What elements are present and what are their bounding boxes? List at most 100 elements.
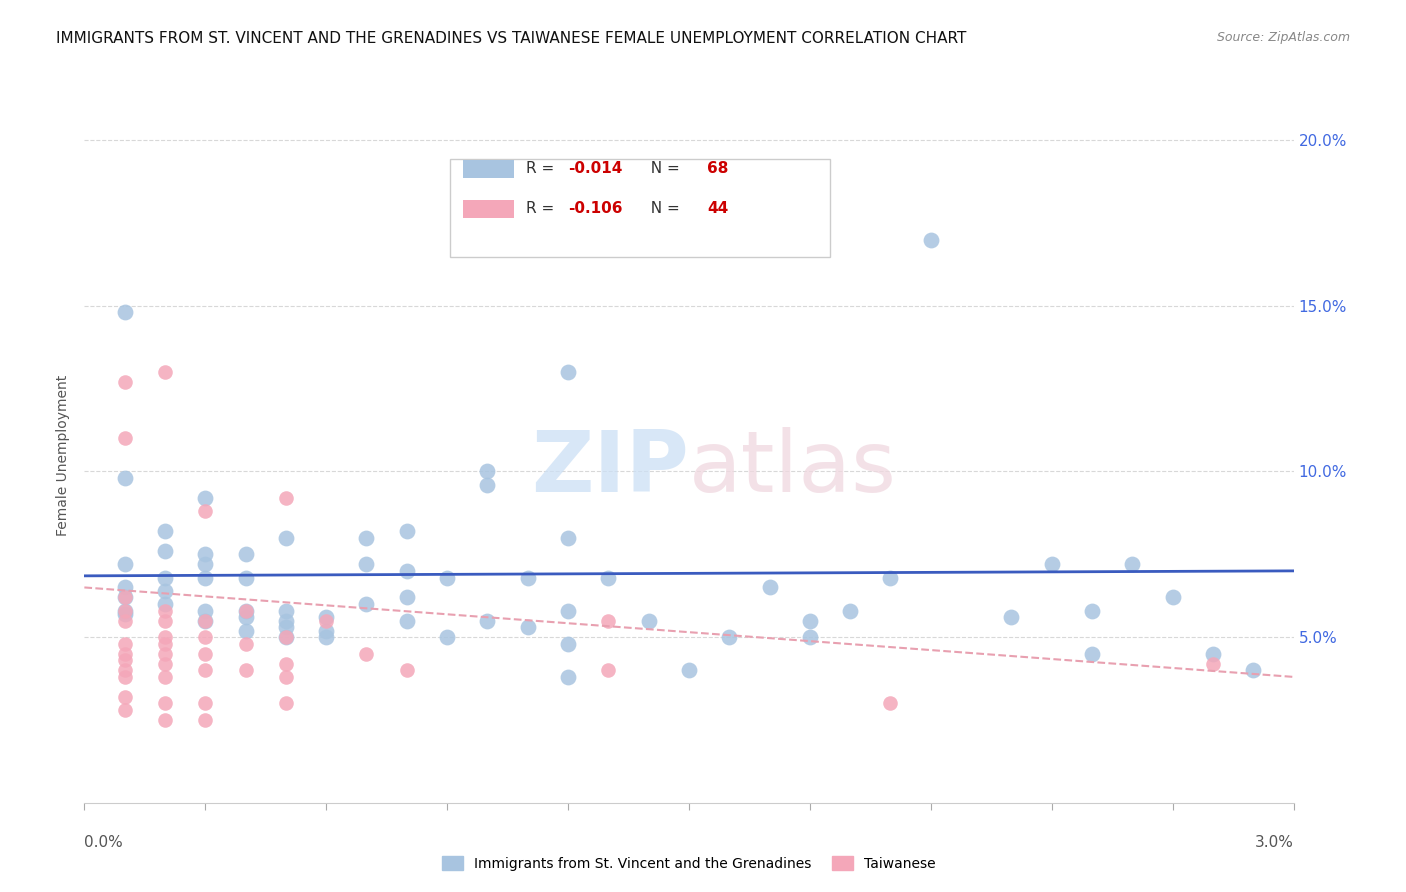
Point bbox=[194, 558, 217, 572]
Text: -0.014: -0.014 bbox=[568, 161, 623, 177]
Point bbox=[678, 663, 700, 677]
Point bbox=[637, 614, 659, 628]
FancyBboxPatch shape bbox=[450, 159, 831, 257]
Point bbox=[718, 630, 741, 644]
Point bbox=[114, 614, 136, 628]
Text: -0.106: -0.106 bbox=[568, 201, 623, 216]
Point bbox=[274, 604, 297, 618]
Point bbox=[557, 531, 579, 545]
Point bbox=[274, 630, 297, 644]
Point bbox=[194, 570, 217, 584]
Point bbox=[153, 365, 176, 379]
Point bbox=[274, 614, 297, 628]
Point bbox=[436, 570, 458, 584]
Point bbox=[1202, 647, 1225, 661]
Point bbox=[114, 604, 136, 618]
Point bbox=[194, 630, 217, 644]
Text: N =: N = bbox=[641, 201, 685, 216]
Point bbox=[1241, 663, 1264, 677]
Point bbox=[799, 630, 821, 644]
Point bbox=[356, 531, 378, 545]
Point bbox=[395, 564, 418, 578]
Point bbox=[274, 697, 297, 711]
Point bbox=[598, 614, 620, 628]
Text: IMMIGRANTS FROM ST. VINCENT AND THE GRENADINES VS TAIWANESE FEMALE UNEMPLOYMENT : IMMIGRANTS FROM ST. VINCENT AND THE GREN… bbox=[56, 31, 966, 46]
Point bbox=[194, 614, 217, 628]
Point bbox=[557, 604, 579, 618]
Point bbox=[516, 620, 538, 634]
Point bbox=[1081, 604, 1104, 618]
Point bbox=[194, 697, 217, 711]
Point bbox=[114, 690, 136, 704]
Point bbox=[274, 657, 297, 671]
Point bbox=[235, 663, 257, 677]
Point bbox=[153, 637, 176, 651]
Point bbox=[153, 713, 176, 727]
Point bbox=[356, 597, 378, 611]
Point bbox=[235, 637, 257, 651]
Point bbox=[274, 491, 297, 505]
Point bbox=[114, 591, 136, 605]
Point bbox=[356, 558, 378, 572]
Point bbox=[879, 697, 901, 711]
Text: R =: R = bbox=[526, 161, 558, 177]
Point bbox=[114, 670, 136, 684]
Point bbox=[598, 663, 620, 677]
Point bbox=[194, 491, 217, 505]
Point bbox=[477, 465, 499, 479]
Point bbox=[194, 713, 217, 727]
Point bbox=[114, 558, 136, 572]
Y-axis label: Female Unemployment: Female Unemployment bbox=[56, 375, 70, 535]
Point bbox=[477, 477, 499, 491]
Point bbox=[315, 630, 337, 644]
Point bbox=[153, 583, 176, 598]
Text: R =: R = bbox=[526, 201, 558, 216]
Point bbox=[114, 581, 136, 595]
Text: atlas: atlas bbox=[689, 427, 897, 510]
Point bbox=[153, 597, 176, 611]
Text: Source: ZipAtlas.com: Source: ZipAtlas.com bbox=[1216, 31, 1350, 45]
Point bbox=[194, 504, 217, 518]
Point bbox=[114, 305, 136, 319]
Point bbox=[395, 663, 418, 677]
Point bbox=[114, 375, 136, 389]
Point bbox=[235, 624, 257, 638]
Point bbox=[194, 604, 217, 618]
Point bbox=[839, 604, 862, 618]
Point bbox=[153, 524, 176, 538]
Point bbox=[274, 630, 297, 644]
Point bbox=[274, 620, 297, 634]
Point bbox=[153, 647, 176, 661]
Point bbox=[114, 647, 136, 661]
Point bbox=[153, 614, 176, 628]
Point bbox=[516, 570, 538, 584]
Point bbox=[194, 614, 217, 628]
FancyBboxPatch shape bbox=[463, 200, 513, 218]
Point bbox=[235, 547, 257, 561]
Point bbox=[114, 607, 136, 621]
Point bbox=[153, 697, 176, 711]
Point bbox=[1040, 558, 1063, 572]
Point bbox=[153, 657, 176, 671]
Text: 3.0%: 3.0% bbox=[1254, 836, 1294, 850]
Point bbox=[395, 524, 418, 538]
Point bbox=[557, 670, 579, 684]
Point bbox=[1202, 657, 1225, 671]
Point bbox=[315, 610, 337, 624]
Point bbox=[436, 630, 458, 644]
Point bbox=[1000, 610, 1022, 624]
Point bbox=[598, 570, 620, 584]
Point bbox=[315, 614, 337, 628]
Point bbox=[194, 663, 217, 677]
Point bbox=[153, 604, 176, 618]
Point bbox=[1121, 558, 1143, 572]
Point bbox=[235, 610, 257, 624]
Text: ZIP: ZIP bbox=[531, 427, 689, 510]
Point bbox=[153, 670, 176, 684]
Legend: Immigrants from St. Vincent and the Grenadines, Taiwanese: Immigrants from St. Vincent and the Gren… bbox=[436, 850, 942, 876]
Point bbox=[194, 547, 217, 561]
Point bbox=[194, 647, 217, 661]
FancyBboxPatch shape bbox=[463, 160, 513, 178]
Point bbox=[799, 614, 821, 628]
Point bbox=[1161, 591, 1184, 605]
